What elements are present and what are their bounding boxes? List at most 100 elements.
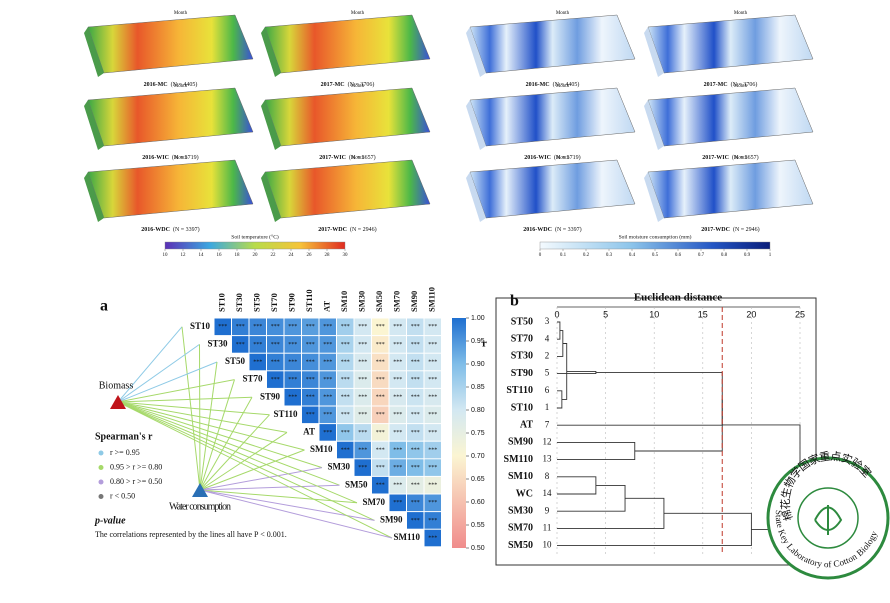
cell-label: ***	[393, 412, 402, 418]
leaf-name: SM30	[508, 505, 533, 516]
plot-side	[84, 100, 104, 150]
cell-label: ***	[253, 359, 262, 365]
dendrogram-link	[557, 484, 626, 512]
r-colorbar-tick-label: 0.50	[471, 545, 485, 552]
heat-cell	[389, 424, 406, 441]
link-biomass	[117, 401, 393, 539]
caption-label: 2016-WDC	[523, 227, 552, 233]
heat-cell	[302, 388, 319, 406]
leaf-id: 11	[543, 522, 552, 532]
heat-cell	[407, 424, 424, 441]
link-biomass	[117, 401, 358, 504]
cell-label: ***	[358, 377, 367, 383]
month-label: Month	[556, 84, 570, 89]
note: The correlations represented by the line…	[95, 530, 287, 539]
heat-cell	[284, 353, 301, 371]
row-label: ST90	[260, 391, 281, 401]
colorbar-tick-label: 26	[307, 253, 313, 258]
cell-label: ***	[411, 465, 420, 471]
plot-side	[466, 172, 486, 222]
plot-caption: 2016-WIC (N = 3719)	[524, 154, 580, 161]
plot-caption: 2016-MC (N = 4405)	[526, 81, 580, 88]
plot-caption: 2017-WDC (N = 2946)	[701, 226, 759, 233]
leaf-id: 8	[545, 471, 550, 481]
col-label: SM10	[339, 291, 349, 312]
plot-caption: 2016-MC (N = 4405)	[144, 81, 198, 88]
col-label: SM90	[409, 291, 419, 312]
colorbar-tick-label: 0.7	[698, 253, 705, 258]
heat-cell	[319, 388, 336, 406]
col-label: SM50	[374, 291, 384, 312]
cell-label: ***	[376, 359, 385, 365]
cell-label: ***	[411, 500, 420, 506]
month-label: Month	[351, 84, 365, 89]
heat-cell	[319, 424, 336, 441]
plot-side	[466, 100, 486, 150]
legend-label: 0.80 > r >= 0.50	[110, 477, 162, 486]
heat-cell	[319, 318, 336, 336]
cell-label: ***	[393, 430, 402, 436]
heat-cell	[372, 388, 389, 406]
caption-label: 2016-MC	[526, 82, 550, 88]
colorbar-title: Soil temperature (°C)	[231, 233, 279, 240]
heat-cell	[389, 388, 406, 406]
heat-cell	[249, 336, 266, 353]
cell-label: ***	[306, 359, 315, 365]
plot-caption: 2016-WIC (N = 3719)	[142, 154, 198, 161]
cell-label: ***	[428, 359, 437, 365]
colorbar-tick-label: 0.6	[675, 253, 682, 258]
heat-cell	[389, 476, 406, 494]
cell-label: ***	[323, 395, 332, 401]
water-marker	[192, 483, 208, 497]
heat-cell	[337, 318, 354, 336]
colorbar-tick-label: 0.5	[652, 253, 659, 258]
heat-cell	[389, 406, 406, 424]
r-colorbar-tick-label: 0.85	[471, 384, 485, 391]
dendrogram-link	[557, 476, 597, 495]
heat-cell	[354, 318, 371, 336]
cell-label: ***	[306, 324, 315, 330]
cell-label: ***	[393, 359, 402, 365]
leaf-name: SM70	[508, 523, 533, 534]
heat-cell	[337, 353, 354, 371]
caption-label: 2017-WIC	[319, 155, 346, 161]
caption-n: (N = 3719)	[554, 154, 581, 161]
logo-inner	[797, 487, 859, 549]
heat-cell	[232, 336, 249, 353]
leaf-id: 1	[545, 402, 550, 412]
leaf-id: 7	[545, 419, 550, 429]
heat-cell	[302, 336, 319, 353]
cell-label: ***	[376, 342, 385, 348]
heat-cell	[407, 459, 424, 476]
cell-label: ***	[341, 377, 350, 383]
cell-label: ***	[411, 377, 420, 383]
heat-cell	[337, 371, 354, 388]
colorbar-tick-label: 20	[253, 253, 259, 258]
link-biomass	[117, 326, 183, 403]
surface-plot	[647, 159, 814, 219]
col-label: ST30	[234, 293, 244, 312]
heat-cell	[372, 441, 389, 459]
cell-label: ***	[341, 342, 350, 348]
r-colorbar-tick-label: 0.90	[471, 361, 485, 368]
link-biomass	[117, 401, 340, 486]
leaf-id: 14	[543, 488, 553, 498]
heat-cell	[407, 318, 424, 336]
heat-cell	[354, 336, 371, 353]
plot-side	[261, 27, 281, 77]
row-label: SM110	[393, 532, 420, 542]
caption-label: 2016-MC	[144, 82, 168, 88]
leaf-id: 3	[545, 316, 550, 326]
row-label: SM10	[310, 444, 333, 454]
leaf-name: SM10	[508, 471, 533, 482]
leaf-name: SM50	[508, 540, 533, 551]
cell-label: ***	[341, 395, 350, 401]
heat-cell	[319, 336, 336, 353]
cell-label: ***	[428, 324, 437, 330]
r-colorbar-tick-label: 1.00	[471, 315, 485, 322]
plot-side	[84, 172, 104, 222]
leaf-id: 6	[545, 385, 550, 395]
month-label: Month	[174, 84, 188, 89]
surface-plot	[469, 87, 636, 147]
cell-label: ***	[288, 395, 297, 401]
